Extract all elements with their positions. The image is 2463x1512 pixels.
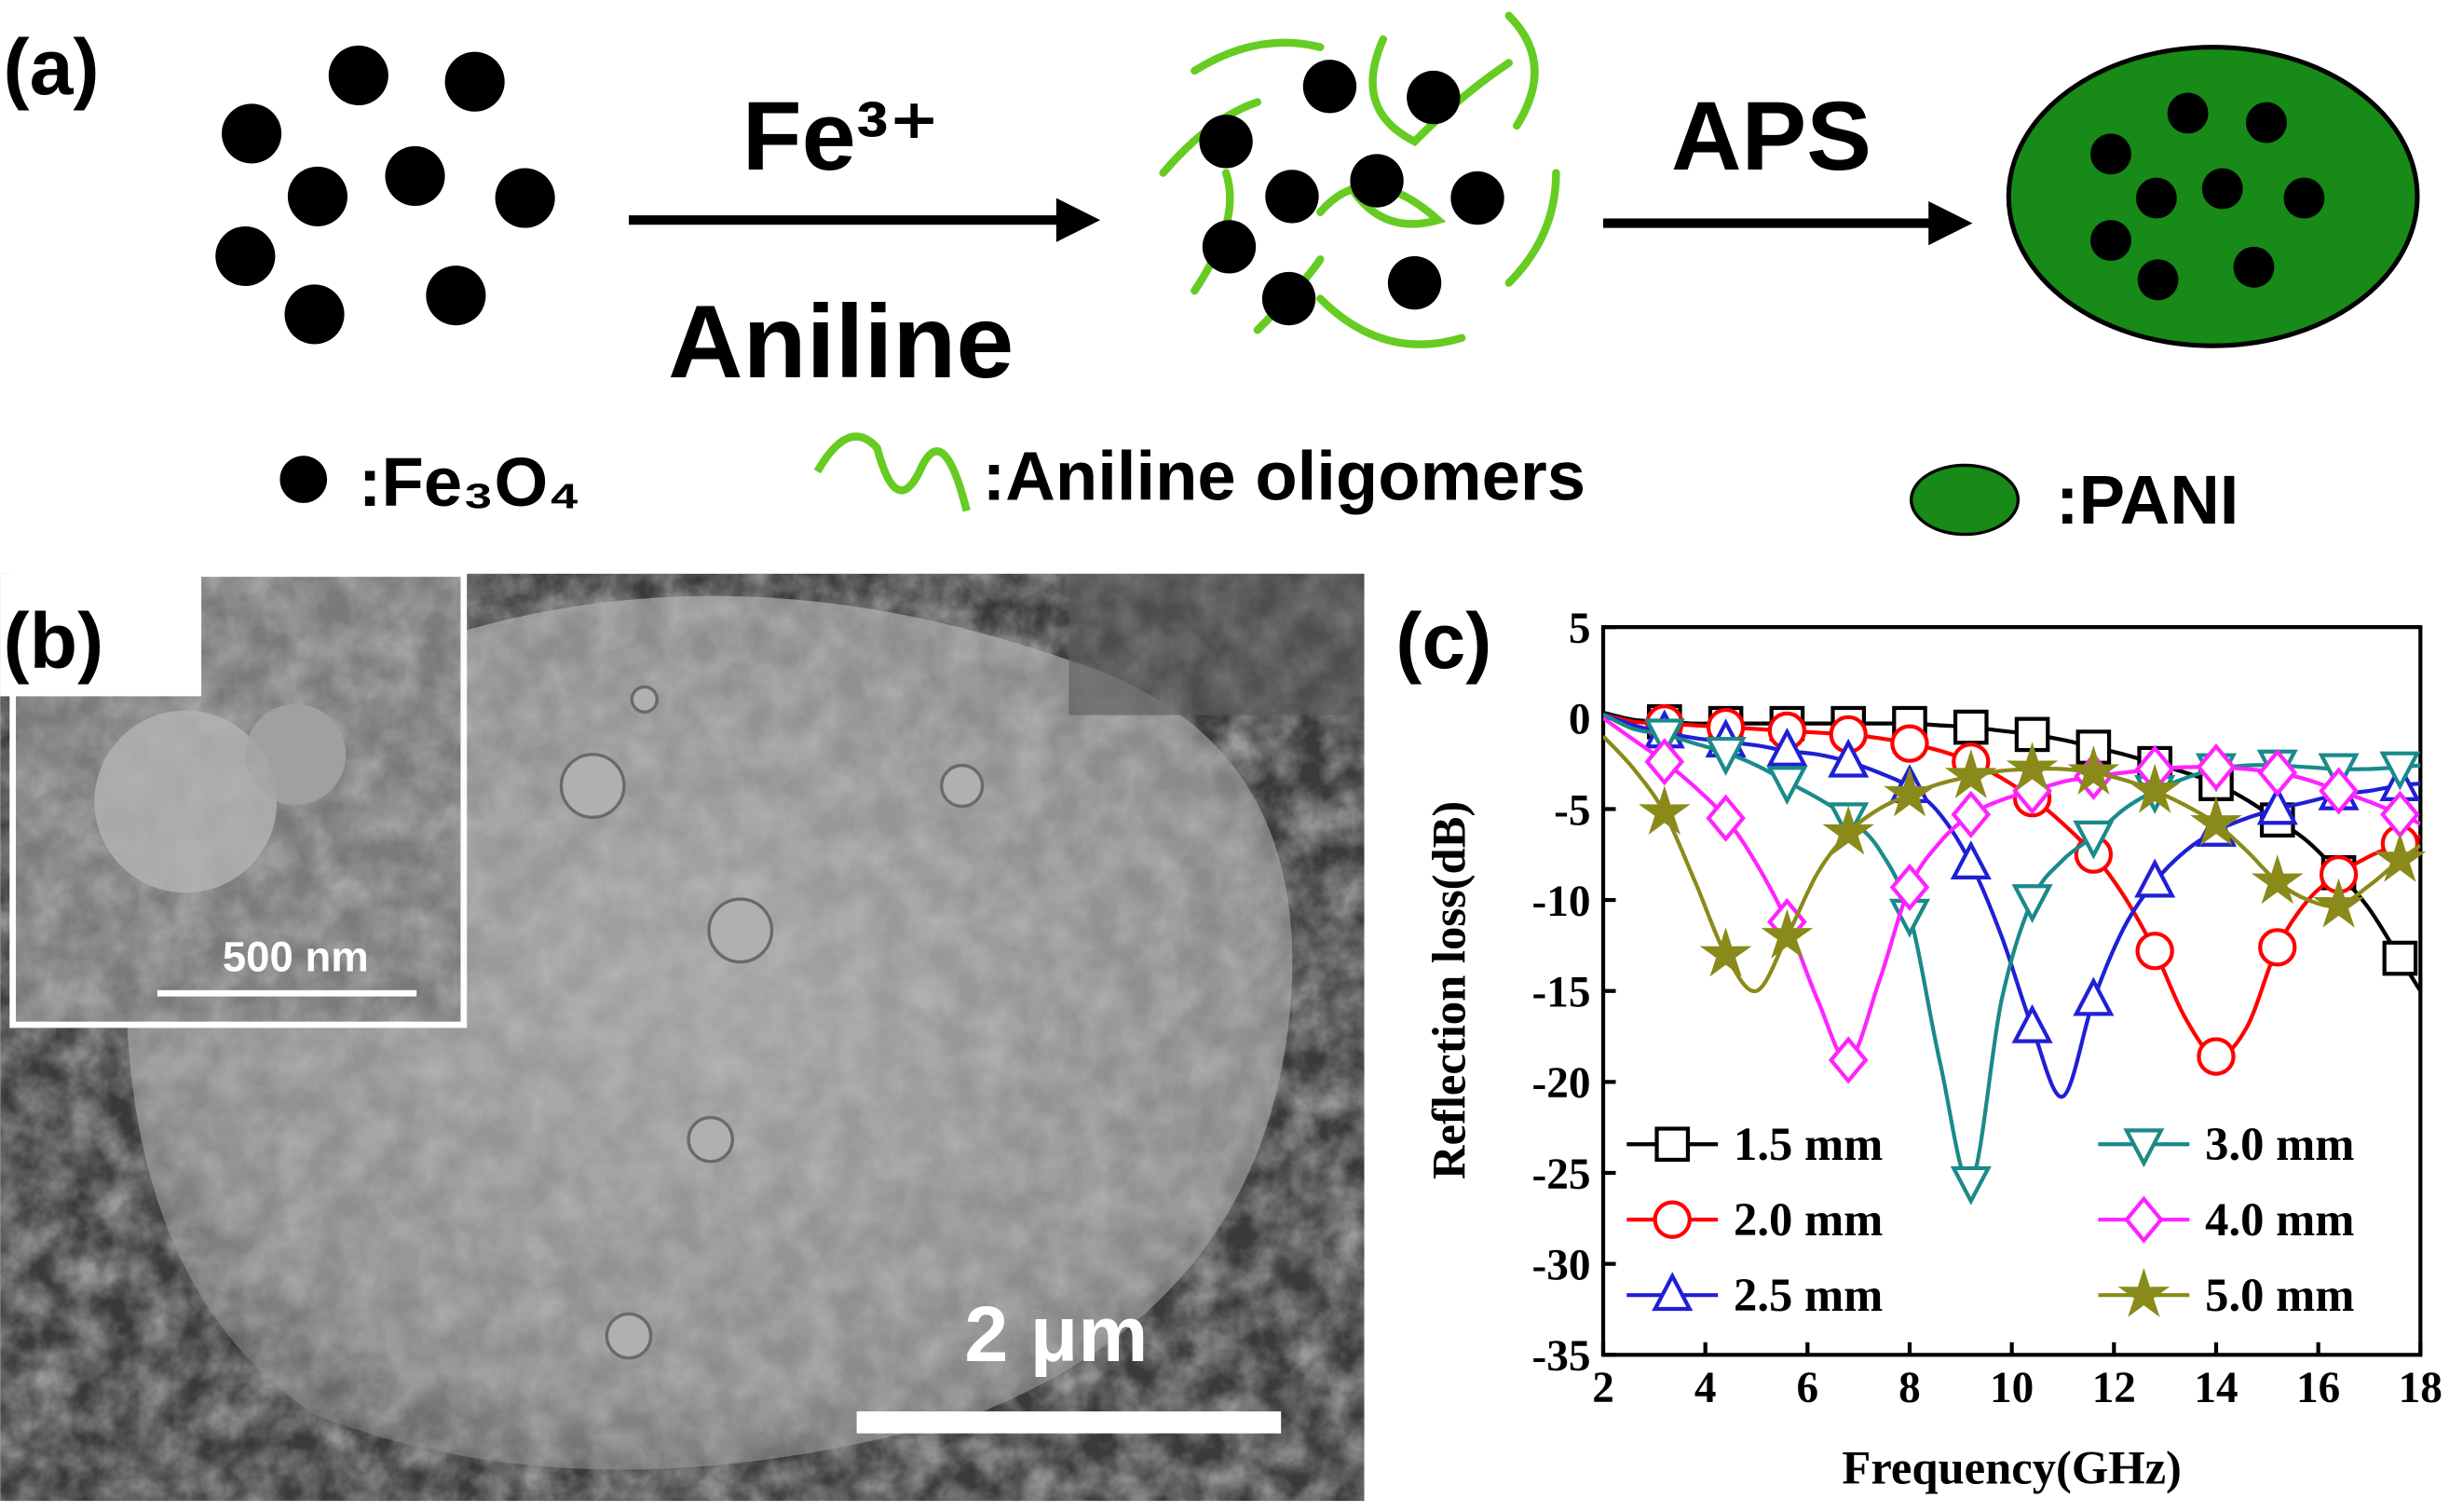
marker [2073,820,2115,860]
marker [2006,742,2059,792]
legend-marker [2124,1195,2164,1244]
panel-c: (c) Frequency(GHz) Reflection loss(dB) 5… [1395,597,2443,1494]
legend-label: :Fe₃O₄ [359,443,581,521]
x-tick-label: 18 [2399,1364,2443,1412]
legend-label: 3.0 mm [2205,1118,2354,1170]
reagent-label: Fe³⁺ [742,82,940,191]
legend-label: 1.5 mm [1734,1118,1883,1170]
x-tick-label: 4 [1694,1364,1717,1412]
marker [1889,863,1930,911]
y-tick-label: -15 [1532,969,1591,1017]
marker [2256,785,2298,825]
marker [1705,736,1747,776]
panel-label: (b) [4,597,104,685]
x-tick-label: 14 [2194,1364,2238,1412]
reagent-label: APS [1671,82,1871,191]
panel-a: (a) Fe³⁺ Aniline [4,11,2420,538]
marker [1638,785,1691,836]
reagent-label: Aniline [668,283,1014,400]
arrow [628,198,1101,242]
marker [1828,738,1870,778]
y-tick-label: -10 [1532,878,1591,926]
marker [1706,794,1746,842]
marker [2379,751,2421,791]
marker [1643,718,1685,758]
marker [2011,1003,2053,1043]
y-tick-label: -5 [1554,786,1590,835]
legend-label: 2.0 mm [1734,1193,1883,1246]
marker [2129,763,2182,813]
marker [1699,927,1752,977]
legend-marker [1654,1126,1691,1163]
panel-b: 500 nm (b) 2 μm [0,570,1365,1502]
marker [2067,745,2120,796]
marker [1822,805,1875,855]
marker [2073,976,2115,1016]
marker [1953,709,1989,745]
legend-label: 5.0 mm [2205,1269,2354,1321]
marker [2382,940,2418,976]
x-tick-label: 2 [1592,1364,1614,1412]
y-tick-label: 5 [1569,605,1591,653]
pani-particle [2006,45,2420,348]
x-tick-label: 12 [2092,1364,2136,1412]
marker [1761,908,1814,959]
marker [1884,767,1936,817]
scale-label: 2 μm [964,1290,1148,1378]
legend-marker [2123,1128,2165,1168]
marker [1944,749,1997,798]
marker [2190,796,2242,846]
marker [1950,840,1992,879]
x-tick-label: 8 [1898,1364,1921,1412]
x-tick-label: 16 [2296,1364,2340,1412]
marker [1644,738,1685,786]
legend-label: 4.0 mm [2205,1193,2354,1246]
marker [1828,1036,1869,1084]
y-tick-label: -20 [1532,1059,1591,1108]
legend-marker [1653,1200,1692,1239]
legend-label: :PANI [2056,461,2239,538]
y-tick-label: -35 [1532,1332,1591,1381]
legend-marker [1652,1272,1694,1312]
marker [2134,858,2176,898]
marker [2312,878,2365,928]
y-tick-label: -30 [1532,1242,1591,1290]
marker [1890,724,1929,763]
y-tick-label: 0 [1569,696,1591,744]
marker [2196,742,2237,792]
marker [2257,748,2298,797]
x-tick-label: 10 [1990,1364,2034,1412]
fe3o4-particles [215,45,555,345]
panel-label: (a) [4,23,100,111]
marker [1951,790,1992,838]
marker [2251,854,2304,905]
legend-label: :Aniline oligomers [983,438,1585,515]
marker [2319,767,2359,815]
x-tick-label: 6 [1797,1364,1819,1412]
scale-label: 500 nm [223,933,369,981]
sem-inset: 500 nm [9,570,468,1028]
marker [1766,766,1808,806]
panel-label: (c) [1395,597,1491,685]
legend-label: 2.5 mm [1734,1269,1883,1321]
y-tick-label: -25 [1532,1151,1591,1199]
x-axis-label: Frequency(GHz) [1842,1442,2182,1494]
marker [2011,884,2053,924]
marker [1766,728,1808,767]
marker [2014,716,2050,753]
marker [1950,1165,1992,1206]
marker [2197,1037,2236,1076]
arrow [1603,200,1973,246]
y-axis-label: Reflection loss(dB) [1423,801,1476,1179]
marker [2135,932,2174,971]
oligomer-cluster [1159,11,1560,348]
marker [2258,928,2297,967]
legend-marker [2117,1267,2170,1317]
legend: :Fe₃O₄ :Aniline oligomers :PANI [279,432,2239,538]
marker [2374,832,2427,882]
